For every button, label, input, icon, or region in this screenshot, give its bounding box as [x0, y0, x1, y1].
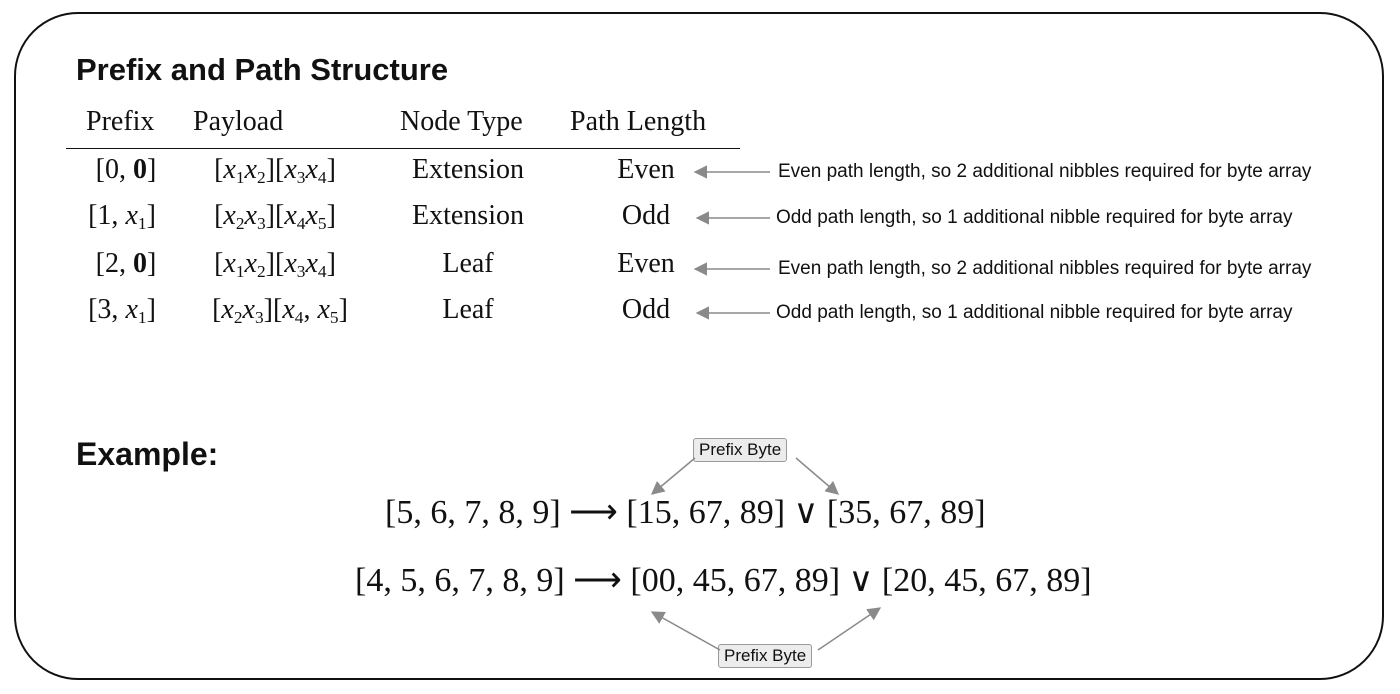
path-note: Odd path length, so 1 additional nibble … [776, 207, 1293, 228]
path-note: Even path length, so 2 additional nibble… [778, 161, 1312, 182]
path-length-cell: Even [617, 154, 675, 185]
prefix-cell: [2, 0] [95, 248, 157, 279]
prefix-arrow [650, 611, 721, 651]
payload-cell: [x2x3][x4, x5] [212, 294, 348, 328]
node-type-cell: Extension [412, 200, 524, 231]
path-length-cell: Even [617, 248, 675, 279]
payload-cell: [x1x2][x3x4] [214, 154, 336, 188]
path-note: Even path length, so 2 additional nibble… [778, 258, 1312, 279]
prefix-arrow [817, 607, 882, 651]
header-rule [66, 148, 740, 149]
prefix-byte-label: Prefix Byte [693, 438, 788, 462]
payload-cell: [x2x3][x4x5] [214, 200, 336, 234]
path-length-cell: Odd [621, 294, 671, 325]
payload-cell: [x1x2][x3x4] [214, 248, 336, 282]
example-equation-1: [5, 6, 7, 8, 9] ⟶ [15, 67, 89] ∨ [35, 67… [385, 494, 986, 531]
prefix-arrow [795, 457, 840, 495]
node-type-cell: Leaf [442, 294, 494, 325]
diagram-frame [14, 12, 1384, 680]
path-note: Odd path length, so 1 additional nibble … [776, 302, 1293, 323]
header-path-length: Path Length [570, 106, 707, 137]
node-type-cell: Extension [412, 154, 524, 185]
section-title: Prefix and Path Structure [76, 52, 449, 87]
prefix-arrow [650, 457, 696, 495]
node-type-cell: Leaf [442, 248, 494, 279]
header-prefix: Prefix [86, 106, 155, 137]
path-length-cell: Odd [621, 200, 671, 231]
header-node-type: Node Type [400, 106, 523, 137]
prefix-byte-label: Prefix Byte [718, 644, 813, 668]
example-title: Example: [76, 436, 219, 472]
prefix-cell: [1, x1] [88, 200, 156, 234]
prefix-cell: [0, 0] [95, 154, 157, 185]
header-payload: Payload [193, 106, 284, 137]
example-equation-2: [4, 5, 6, 7, 8, 9] ⟶ [00, 45, 67, 89] ∨ … [355, 562, 1092, 599]
prefix-cell: [3, x1] [88, 294, 156, 328]
